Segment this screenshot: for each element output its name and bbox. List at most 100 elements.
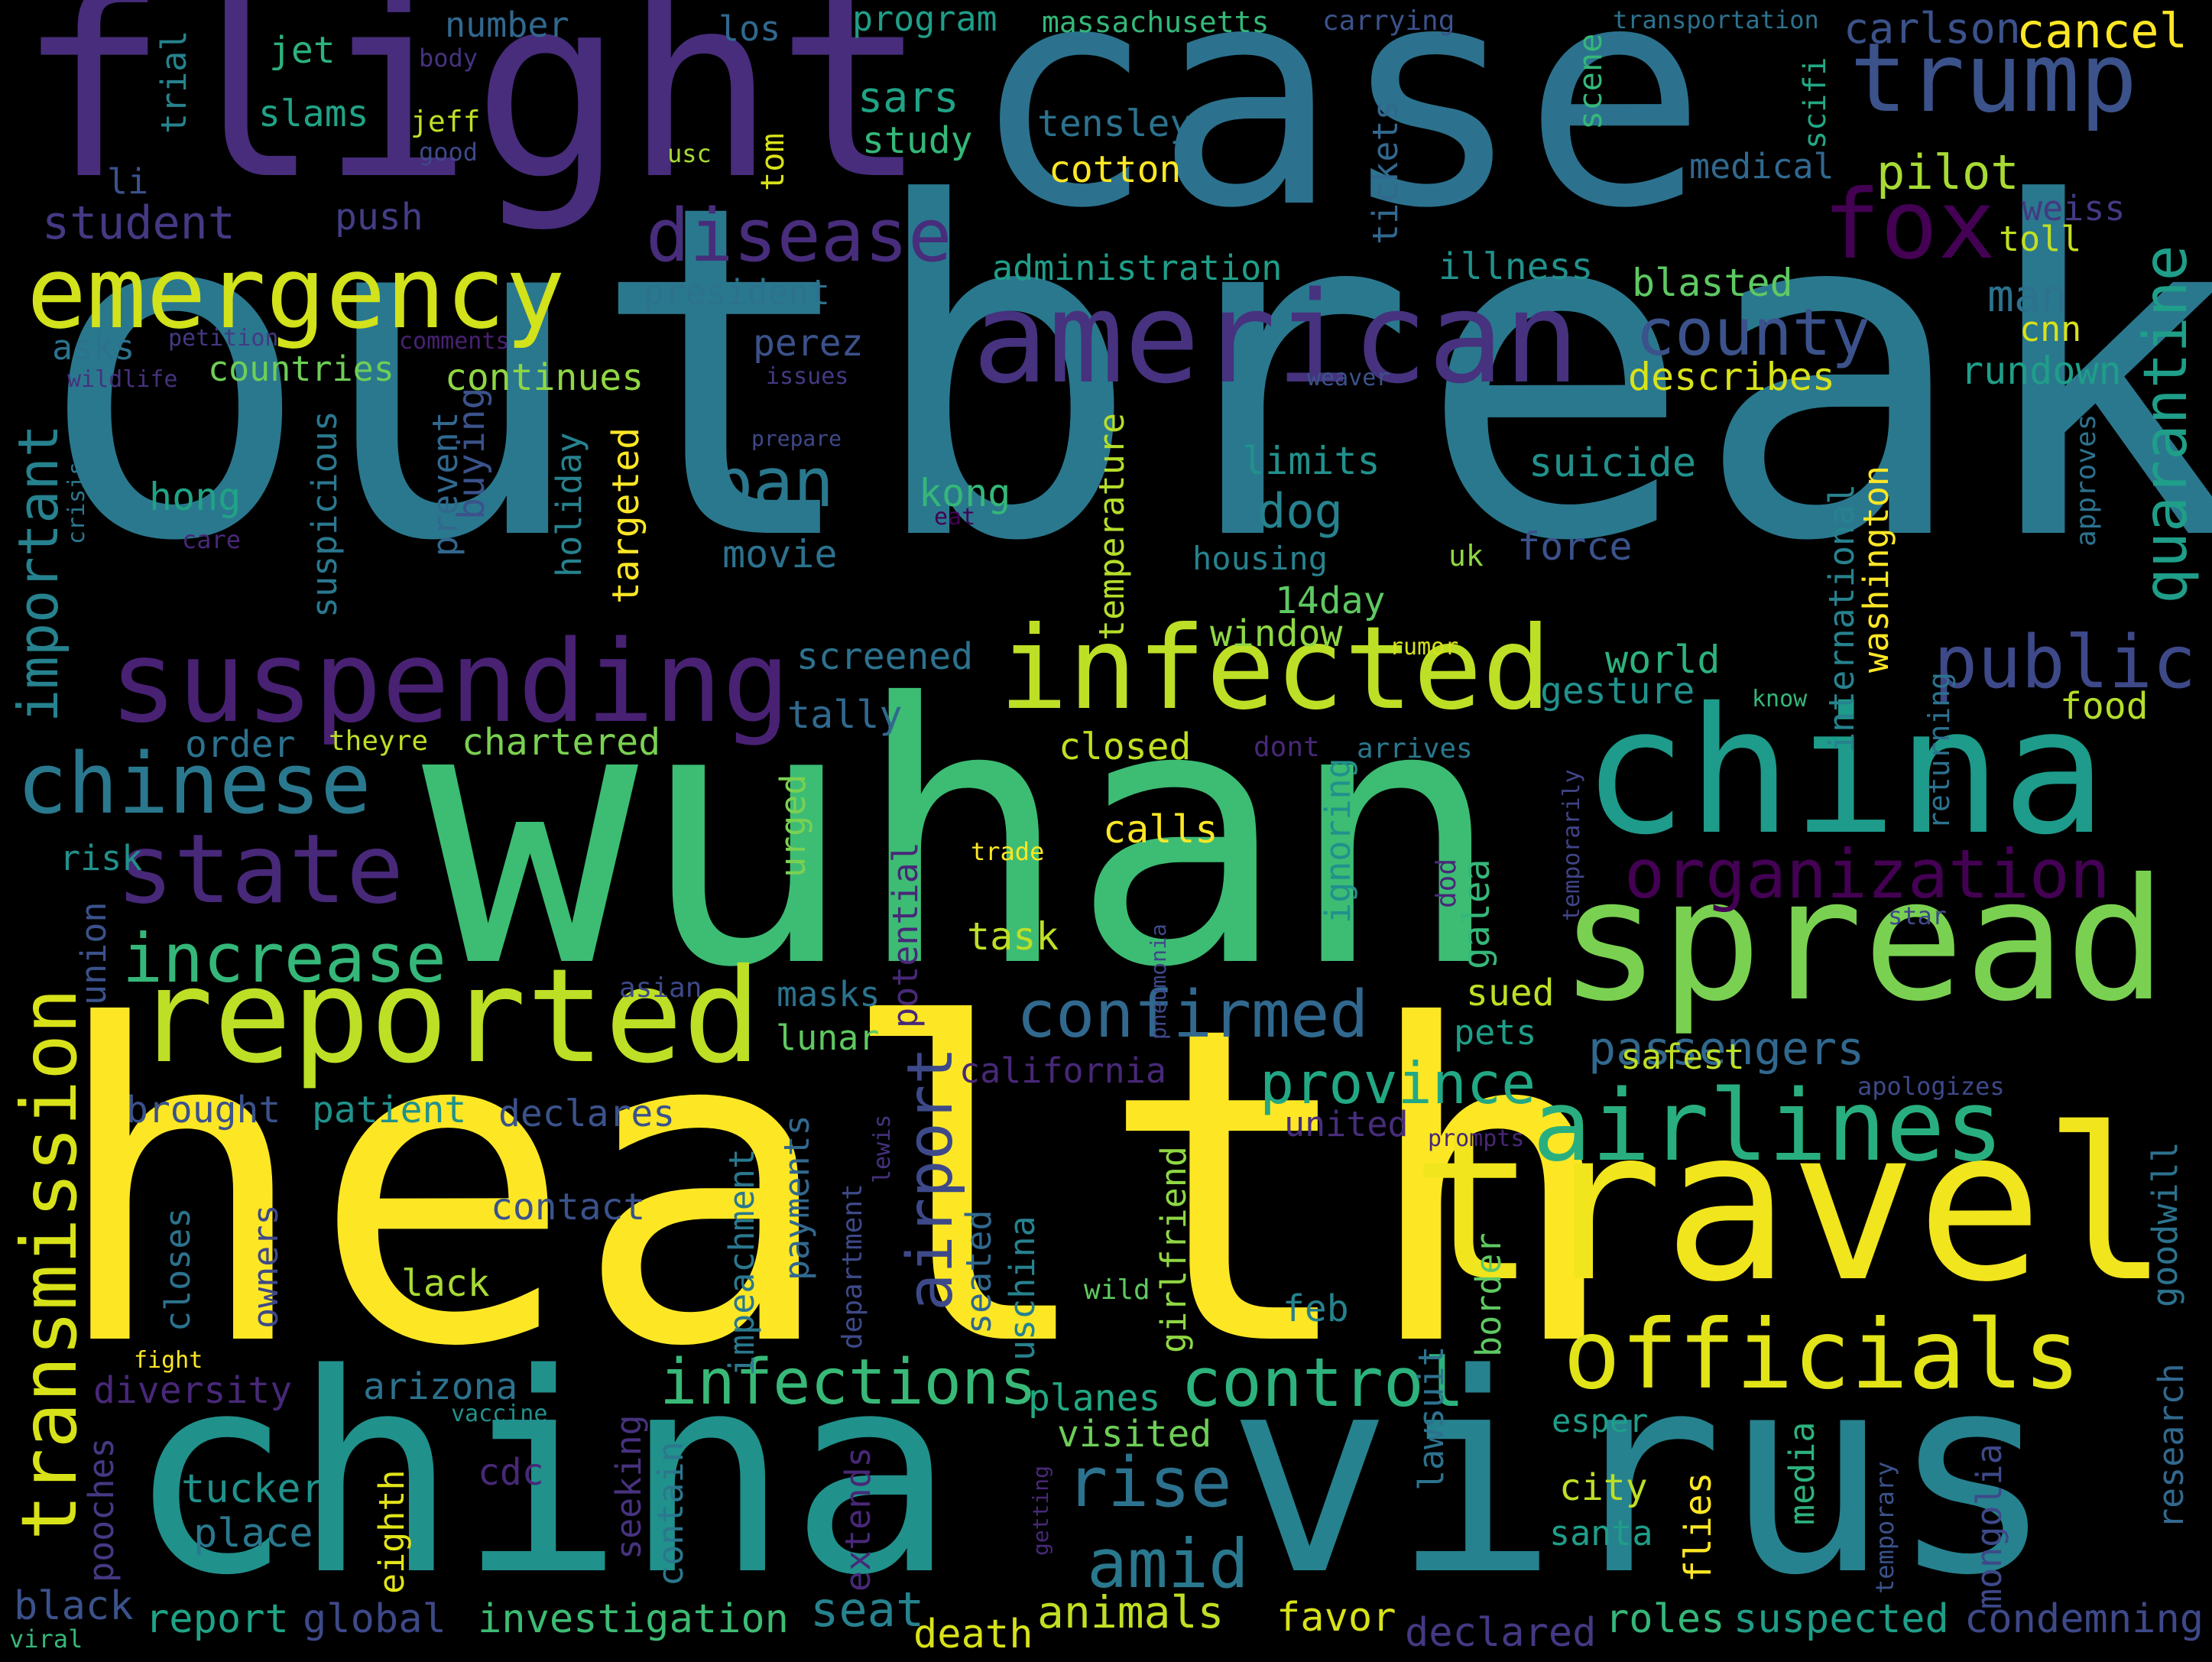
word-chinese: chinese [17, 735, 371, 833]
word-continues: continues [445, 356, 644, 399]
word-potential: potential [885, 842, 926, 1028]
word-rumor: rumor [1390, 634, 1459, 661]
word-ban: ban [712, 443, 834, 522]
word-airlines: airlines [1533, 1070, 2004, 1183]
word-state: state [116, 814, 404, 925]
word-masks: masks [777, 974, 881, 1014]
word-girlfriend: girlfriend [1153, 1146, 1194, 1353]
word-border: border [1468, 1232, 1509, 1357]
word-force: force [1517, 524, 1633, 569]
word-uk: uk [1448, 539, 1484, 573]
word-kong: kong [919, 471, 1011, 515]
word-seeking: seeking [608, 1414, 649, 1560]
word-chartered: chartered [462, 721, 661, 764]
word-transmission: transmission [5, 988, 94, 1540]
word-tally: tally [787, 693, 903, 737]
word-know: know [1752, 686, 1808, 713]
word-washington: washington [1856, 466, 1896, 673]
word-getting: getting [1028, 1465, 1053, 1556]
word-lewis: lewis [869, 1114, 896, 1183]
word-research: research [2151, 1363, 2191, 1529]
word-lack: lack [401, 1262, 490, 1305]
word-transportation: transportation [1613, 5, 1819, 34]
word-limits: limits [1242, 439, 1380, 483]
word-temporarily: temporarily [1558, 769, 1585, 921]
word-sars: sars [858, 73, 959, 122]
word-planes: planes [1028, 1377, 1161, 1420]
word-trump: trump [1850, 23, 2138, 134]
word-province: province [1260, 1050, 1536, 1117]
word-prepare: prepare [751, 426, 842, 451]
word-eat: eat [934, 504, 976, 531]
word-sued: sued [1466, 972, 1555, 1014]
word-push: push [335, 196, 423, 239]
word-apologizes: apologizes [1857, 1072, 2005, 1101]
word-cnn: cnn [2019, 309, 2082, 349]
word-department: department [837, 1183, 868, 1349]
word-blasted: blasted [1632, 261, 1793, 305]
word-cancel: cancel [2016, 3, 2188, 59]
word-order: order [185, 723, 296, 766]
word-brought: brought [126, 1089, 281, 1131]
word-contain: contain [650, 1441, 691, 1586]
word-issues: issues [766, 363, 849, 390]
word-describes: describes [1628, 355, 1835, 399]
word-pooches: pooches [81, 1437, 122, 1582]
word-student: student [42, 196, 235, 250]
word-reported: reported [135, 941, 761, 1092]
word-airport: airport [894, 1047, 967, 1311]
word-passengers: passengers [1588, 1022, 1865, 1076]
word-quarantine: quarantine [2132, 245, 2201, 604]
word-petition: petition [168, 325, 279, 352]
word-cotton: cotton [1049, 148, 1182, 191]
word-united: united [1284, 1104, 1409, 1144]
word-temperature: temperature [1091, 412, 1132, 641]
word-asks: asks [52, 327, 135, 368]
word-important: important [6, 424, 70, 722]
word-spread: spread [1559, 842, 2167, 1038]
word-mongolia: mongolia [1969, 1443, 2009, 1609]
word-comments: comments [399, 328, 510, 355]
word-virus: virus [1227, 1315, 2055, 1635]
word-closed: closed [1059, 726, 1192, 768]
word-increase: increase [122, 919, 446, 998]
word-amid: amid [1087, 1524, 1249, 1603]
word-suspected: suspected [1734, 1596, 1949, 1642]
word-administration: administration [992, 248, 1283, 288]
word-confirmed: confirmed [1017, 977, 1369, 1053]
word-flies: flies [1677, 1472, 1720, 1583]
word-tickets: tickets [1365, 99, 1406, 245]
word-seat: seat [810, 1582, 925, 1638]
word-scifi: scifi [1798, 57, 1833, 149]
word-tensley: tensley [1037, 102, 1192, 145]
word-suspicious: suspicious [304, 411, 345, 618]
word-fox: fox [1823, 170, 1996, 281]
word-outbreak: outbreak [37, 107, 2212, 641]
word-los: los [718, 8, 781, 49]
word-li: li [107, 161, 149, 202]
word-dog: dog [1257, 483, 1343, 539]
word-declares: declares [498, 1092, 676, 1135]
word-extends: extends [838, 1446, 878, 1592]
word-lawsuit: lawsuit [1411, 1346, 1451, 1491]
word-patient: patient [312, 1089, 467, 1131]
word-safest: safest [1620, 1037, 1745, 1077]
word-pneumonia: pneumonia [1146, 924, 1171, 1040]
word-care: care [182, 525, 242, 554]
word-urged: urged [773, 774, 813, 878]
word-toll: toll [1999, 219, 2082, 259]
word-closes: closes [157, 1207, 198, 1332]
word-suspending: suspending [109, 616, 791, 748]
word-slams: slams [258, 93, 369, 135]
word-media: media [1782, 1421, 1822, 1525]
word-favor: favor [1276, 1595, 1396, 1641]
word-good: good [419, 138, 478, 167]
word-feb: feb [1283, 1287, 1349, 1330]
word-organization: organization [1624, 835, 2110, 914]
word-global: global [303, 1596, 446, 1642]
word-star: star [1888, 901, 1948, 930]
word-pets: pets [1454, 1012, 1537, 1053]
word-jeff: jeff [410, 105, 481, 138]
word-uschina: uschina [1002, 1216, 1043, 1361]
word-eighth: eighth [371, 1469, 412, 1594]
